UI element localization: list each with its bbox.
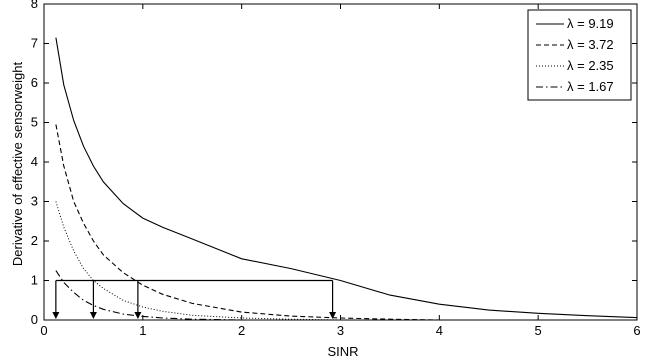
legend-label-2: λ = 3.72	[567, 37, 614, 52]
x-tick-label: 1	[139, 323, 146, 338]
y-tick-label: 4	[31, 154, 38, 169]
x-tick-label: 3	[337, 323, 344, 338]
y-tick-label: 7	[31, 36, 38, 51]
x-tick-label: 0	[40, 323, 47, 338]
y-axis-label: Derivative of effective sensorweight	[10, 61, 25, 266]
arrow-head	[329, 312, 337, 319]
series-layer	[55, 37, 638, 321]
y-tick-label: 5	[31, 115, 38, 130]
x-axis-ticks: 0 1 2 3 4 5 6	[40, 4, 641, 338]
legend: λ = 9.19 λ = 3.72 λ = 2.35 λ = 1.67	[527, 9, 632, 101]
y-tick-label: 3	[31, 194, 38, 209]
y-tick-label: 6	[31, 75, 38, 90]
x-tick-label: 6	[633, 323, 640, 338]
arrow-head	[89, 312, 97, 319]
legend-box	[527, 9, 632, 101]
y-tick-label: 1	[31, 273, 38, 288]
annotation-layer	[52, 279, 337, 319]
series-line-1	[55, 37, 638, 319]
series-line-4	[55, 270, 292, 321]
x-axis-label: SINR	[327, 344, 358, 359]
y-tick-label: 2	[31, 233, 38, 248]
x-tick-label: 4	[436, 323, 443, 338]
legend-label-1: λ = 9.19	[567, 16, 614, 31]
y-tick-label: 8	[31, 0, 38, 11]
x-tick-label: 5	[535, 323, 542, 338]
legend-label-4: λ = 1.67	[567, 79, 614, 94]
y-tick-label: 0	[31, 312, 38, 327]
y-axis-ticks: 0 1 2 3 4 5 6 7 8	[31, 0, 637, 327]
x-tick-label: 2	[238, 323, 245, 338]
arrow-head	[134, 312, 142, 319]
arrow-head	[52, 312, 60, 319]
legend-label-3: λ = 2.35	[567, 58, 614, 73]
